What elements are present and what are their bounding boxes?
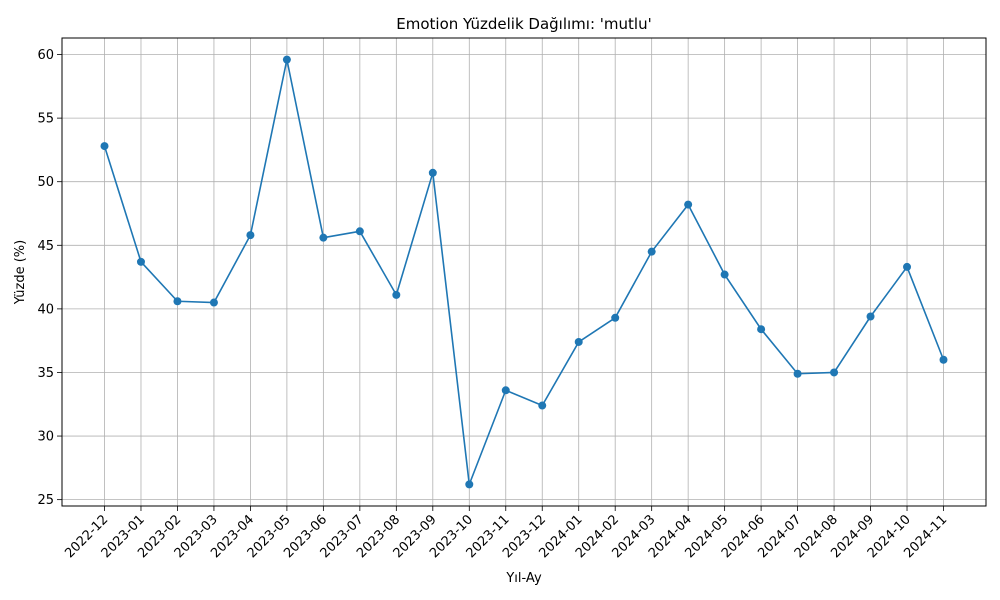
data-point — [246, 231, 255, 240]
data-point — [793, 369, 802, 378]
y-tick-label: 35 — [37, 366, 54, 381]
data-point — [684, 200, 693, 209]
y-tick-label: 50 — [37, 175, 54, 190]
y-axis-ticks: 25 30 35 40 45 50 55 60 — [37, 48, 62, 508]
data-point — [538, 401, 547, 410]
chart-title: Emotion Yüzdelik Dağılımı: 'mutlu' — [396, 15, 651, 33]
y-axis-label: Yüzde (%) — [13, 240, 28, 305]
data-point — [830, 368, 839, 377]
y-tick-label: 30 — [37, 430, 54, 445]
y-tick-label: 40 — [37, 302, 54, 317]
x-axis-ticks: 2022-122023-012023-022023-032023-042023-… — [62, 506, 950, 561]
series-line-path — [103, 59, 945, 485]
data-point — [866, 312, 875, 321]
data-point — [428, 168, 437, 177]
y-tick-label: 45 — [37, 239, 54, 254]
data-point — [392, 290, 401, 299]
data-point — [100, 142, 109, 151]
plot-area-frame — [61, 37, 987, 507]
data-point — [647, 247, 656, 256]
data-point — [319, 233, 328, 242]
grid-lines — [62, 38, 986, 506]
data-point — [136, 257, 145, 266]
data-point — [465, 480, 474, 489]
data-point — [611, 313, 620, 322]
data-point — [939, 355, 948, 364]
data-point — [903, 262, 912, 271]
series-line — [100, 55, 948, 489]
data-point — [209, 298, 218, 307]
data-point — [720, 270, 729, 279]
y-tick-label: 25 — [37, 493, 54, 508]
x-axis-label: Yıl-Ay — [505, 571, 542, 586]
data-point — [355, 227, 364, 236]
y-tick-label: 60 — [37, 48, 54, 63]
data-point — [173, 297, 182, 306]
data-point — [282, 55, 291, 64]
data-point — [574, 337, 583, 346]
data-point — [757, 325, 766, 334]
data-point — [501, 386, 510, 395]
y-tick-label: 55 — [37, 112, 54, 127]
